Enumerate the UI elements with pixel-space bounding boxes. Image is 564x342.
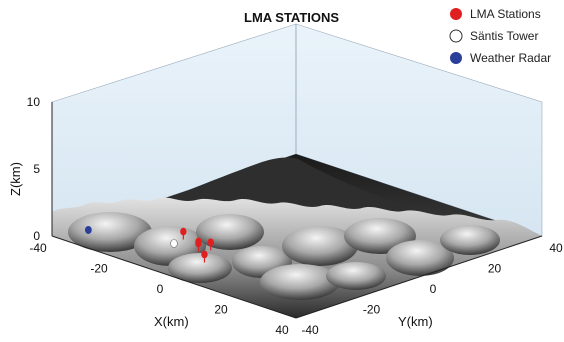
x-tick-label: 0 [157, 282, 164, 296]
marker-lma-stations [180, 227, 187, 236]
terrain-ridge [150, 157, 420, 214]
legend: LMA Stations Säntis Tower Weather Radar [449, 7, 551, 65]
z-tick-label: 0 [33, 229, 40, 243]
x-tick-label: 20 [214, 303, 228, 317]
y-axis-label: Y(km) [398, 314, 433, 329]
y-tick-label: -20 [363, 303, 381, 317]
z-tick-label: 5 [33, 162, 40, 176]
x-axis-label: X(km) [154, 314, 189, 329]
z-ticks: 0 5 10 [27, 95, 41, 243]
legend-marker [449, 29, 463, 43]
chart-title: LMA STATIONS [244, 10, 339, 25]
marker-s-ntis-tower [170, 239, 178, 248]
x-tick-label: -40 [29, 241, 47, 255]
markers [84, 225, 214, 263]
marker-lma-stations [207, 238, 214, 247]
legend-marker [450, 52, 462, 64]
x-ticks: -40 -20 0 20 40 [29, 241, 289, 337]
y-tick-label: -40 [301, 323, 319, 337]
legend-label: Weather Radar [470, 51, 551, 65]
x-tick-label: -20 [90, 262, 108, 276]
y-tick-label: 0 [430, 282, 437, 296]
x-tick-label: 40 [275, 323, 289, 337]
marker-weather-radar [84, 225, 92, 234]
y-tick-label: 20 [488, 262, 502, 276]
marker-lma-stations [195, 239, 202, 248]
z-tick-label: 10 [27, 95, 41, 109]
legend-marker [450, 8, 462, 20]
y-tick-label: 40 [549, 241, 563, 255]
y-ticks: -40 -20 0 20 40 [301, 241, 563, 337]
legend-label: Säntis Tower [470, 29, 538, 43]
z-axis-label: Z(km) [8, 162, 23, 196]
y-axis-line [295, 235, 543, 319]
marker-lma-stations [201, 250, 208, 259]
legend-label: LMA Stations [470, 7, 541, 21]
x-axis-line [51, 235, 297, 319]
